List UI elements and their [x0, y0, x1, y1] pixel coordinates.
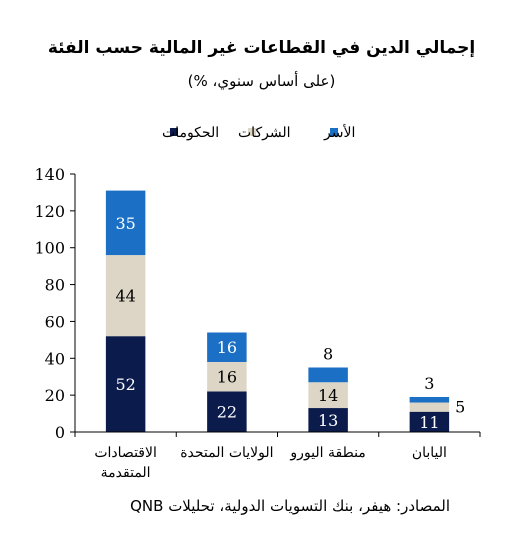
y-tick-label: 0	[55, 423, 65, 442]
data-label: 22	[217, 403, 237, 422]
bar-segment	[308, 367, 348, 383]
data-label: 16	[217, 338, 237, 357]
data-label: 11	[419, 413, 439, 432]
legend-label: الشركات	[238, 125, 290, 141]
bar-segment	[105, 336, 146, 432]
data-labels-group: 52 44 35 22 16 16 13 14 8 11 5 3	[115, 214, 465, 432]
bar-segment	[207, 361, 247, 392]
bar-segment	[409, 396, 450, 403]
data-label: 3	[424, 374, 434, 393]
bar-segment	[308, 382, 348, 409]
bars-group	[105, 190, 450, 432]
legend-swatch	[248, 128, 256, 136]
y-tick-label: 100	[34, 239, 65, 258]
bar-segment	[105, 255, 146, 337]
data-label: 8	[323, 345, 333, 364]
x-tick-label: المتقدمة	[101, 465, 151, 481]
y-tick-label: 140	[34, 165, 65, 184]
bar-segment	[409, 402, 450, 412]
bar-segment	[308, 408, 348, 432]
y-tick-label: 60	[45, 312, 65, 331]
x-tick-label: اليابان	[412, 445, 447, 461]
data-label: 13	[318, 411, 338, 430]
data-label: 44	[115, 287, 135, 306]
x-tick-label: الاقتصادات	[94, 445, 157, 461]
source-note: المصادر: هيفر، بنك التسويات الدولية، تحل…	[130, 497, 450, 515]
legend-label: الحكومات	[162, 125, 219, 141]
bar-segment	[207, 391, 247, 432]
legend-swatch	[330, 128, 338, 136]
data-label: 5	[455, 398, 465, 417]
chart-subtitle: (على أساس سنوي، %)	[187, 72, 336, 90]
axes-group: 0 20 40 60 80 100 120 140 الاقتصادات المتقدمة الول…	[34, 165, 481, 481]
stacked-bar-chart: الحكومات الشركات الأسر 5244352216161314811…	[34, 123, 481, 481]
bar-segment	[409, 411, 450, 432]
legend-swatch	[170, 128, 178, 136]
bar-segment	[105, 190, 146, 256]
data-label: 35	[115, 214, 135, 233]
x-tick-label: منطقة اليورو	[289, 445, 365, 461]
y-tick-label: 40	[45, 349, 65, 368]
bar-segment	[207, 332, 247, 362]
y-tick-label: 120	[34, 202, 65, 221]
y-tick-label: 80	[45, 276, 65, 295]
data-label: 52	[115, 375, 135, 394]
data-label: 16	[217, 368, 237, 387]
chart-title: إجمالي الدين في القطاعات غير المالية حسب…	[47, 38, 476, 58]
x-tick-label: الولايات المتحدة	[180, 445, 273, 461]
y-tick-label: 20	[45, 386, 65, 405]
chart-legend: الحكومات الشركات الأسر	[162, 123, 355, 141]
data-label: 14	[318, 386, 338, 405]
legend-label: الأسر	[323, 123, 355, 141]
